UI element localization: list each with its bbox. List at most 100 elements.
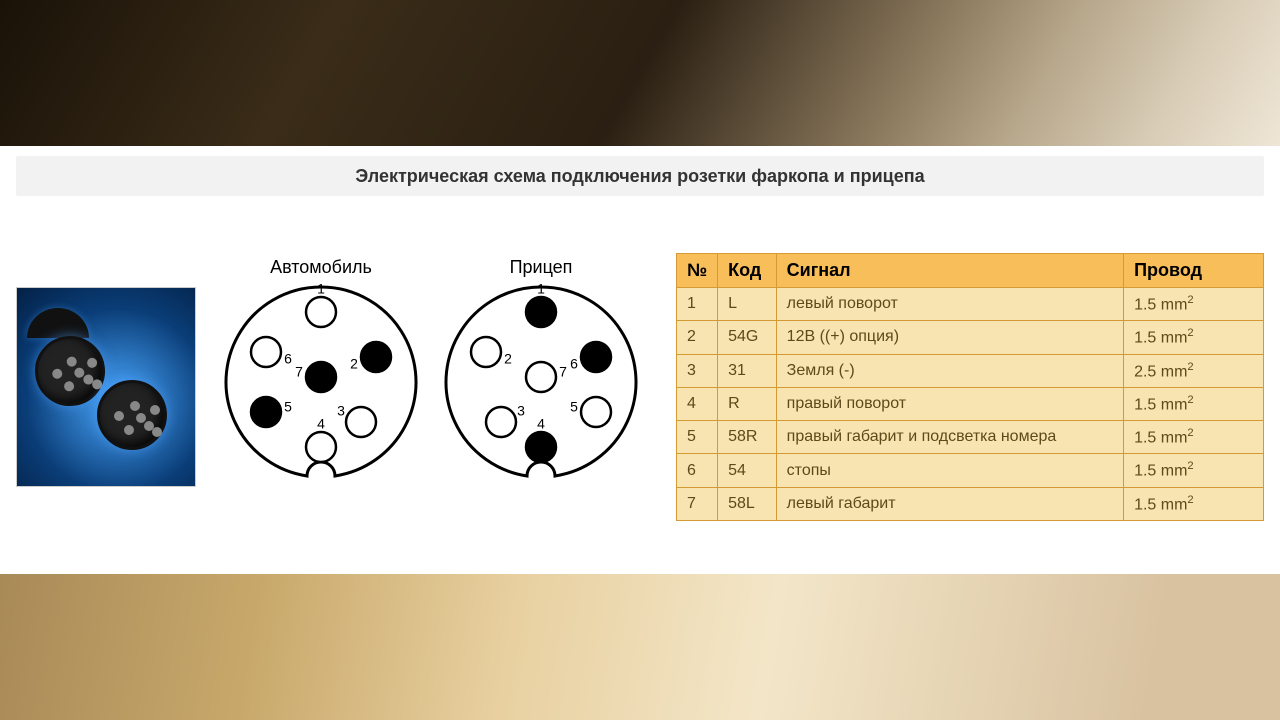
table-cell: 1 [677, 287, 718, 320]
table-cell: 2 [677, 321, 718, 354]
pin-label-2: 2 [350, 356, 358, 372]
photo-pin [114, 411, 124, 421]
table-cell: левый габарит [776, 487, 1123, 520]
background-bottom [0, 574, 1280, 720]
table-cell: левый поворот [776, 287, 1123, 320]
pin-6 [251, 337, 281, 367]
pin-label-7: 7 [295, 364, 303, 380]
wire-area-exponent: 2 [1187, 460, 1193, 472]
pin-label-2: 2 [504, 351, 512, 367]
table-cell: R [718, 387, 777, 420]
table-cell: 54 [718, 454, 777, 487]
pinout-table-wrapper: №КодСигналПровод 1Lлевый поворот1.5 mm22… [676, 253, 1264, 521]
photo-pin [63, 381, 74, 392]
wire-area-exponent: 2 [1187, 427, 1193, 439]
table-row: 758Lлевый габарит1.5 mm2 [677, 487, 1264, 520]
table-header-row: №КодСигналПровод [677, 253, 1264, 287]
pin-label-3: 3 [517, 403, 525, 419]
photo-pin [130, 401, 140, 411]
table-cell: 12В ((+) опция) [776, 321, 1123, 354]
pin-label-6: 6 [284, 351, 292, 367]
panel-title: Электрическая схема подключения розетки … [16, 156, 1264, 196]
table-header-Провод: Провод [1124, 253, 1264, 287]
table-cell: 1.5 mm2 [1124, 287, 1264, 320]
table-cell: 1.5 mm2 [1124, 321, 1264, 354]
background-top [0, 0, 1280, 146]
content-row: Автомобиль 1234567 Прицеп 1234567 №КодСи… [16, 210, 1264, 564]
pin-7 [306, 362, 336, 392]
table-cell: L [718, 287, 777, 320]
photo-pin [86, 357, 97, 368]
table-cell: 6 [677, 454, 718, 487]
photo-plug [97, 380, 167, 450]
table-cell: 31 [718, 354, 777, 387]
table-header-Код: Код [718, 253, 777, 287]
pin-2 [471, 337, 501, 367]
photo-pin [150, 405, 160, 415]
pin-2 [361, 342, 391, 372]
table-cell: стопы [776, 454, 1123, 487]
photo-pin [136, 413, 146, 423]
pin-label-6: 6 [570, 356, 578, 372]
table-row: 4Rправый поворот1.5 mm2 [677, 387, 1264, 420]
diagram-circle-trailer: 1 2 34 5 67 [441, 282, 641, 482]
pin-label-5: 5 [570, 399, 578, 415]
table-cell: 4 [677, 387, 718, 420]
pin-6 [581, 342, 611, 372]
table-cell: 2.5 mm2 [1124, 354, 1264, 387]
table-cell: 58R [718, 421, 777, 454]
pin-label-3: 3 [337, 403, 345, 419]
table-cell: 7 [677, 487, 718, 520]
pin-diagram-car: Автомобиль 1 2 34 5 67 [216, 257, 426, 517]
pin-label-7: 7 [559, 364, 567, 380]
pin-label-1: 1 [537, 282, 545, 297]
table-row: 331Земля (-)2.5 mm2 [677, 354, 1264, 387]
table-cell: 1.5 mm2 [1124, 487, 1264, 520]
connector-photo [16, 287, 196, 487]
pin-4 [306, 432, 336, 462]
pin-label-4: 4 [537, 416, 545, 432]
pin-3 [486, 407, 516, 437]
diagram-label-car: Автомобиль [270, 257, 372, 278]
pin-label-4: 4 [317, 416, 325, 432]
pin-label-1: 1 [317, 282, 325, 297]
table-cell: 54G [718, 321, 777, 354]
table-header-Сигнал: Сигнал [776, 253, 1123, 287]
pin-1 [306, 297, 336, 327]
table-header-№: № [677, 253, 718, 287]
wire-area-exponent: 2 [1187, 494, 1193, 506]
pin-diagram-trailer: Прицеп 1 2 34 5 67 [436, 257, 646, 517]
table-cell: 1.5 mm2 [1124, 454, 1264, 487]
table-cell: 3 [677, 354, 718, 387]
table-row: 558Rправый габарит и подсветка номера1.5… [677, 421, 1264, 454]
pinout-table: №КодСигналПровод 1Lлевый поворот1.5 mm22… [676, 253, 1264, 521]
pin-label-5: 5 [284, 399, 292, 415]
table-cell: правый поворот [776, 387, 1123, 420]
diagram-circle-car: 1 2 34 5 67 [221, 282, 421, 482]
pin-7 [526, 362, 556, 392]
photo-pin [52, 368, 63, 379]
table-cell: 58L [718, 487, 777, 520]
wire-area-exponent: 2 [1187, 327, 1193, 339]
table-row: 1Lлевый поворот1.5 mm2 [677, 287, 1264, 320]
wire-area-exponent: 2 [1187, 294, 1193, 306]
table-cell: 1.5 mm2 [1124, 387, 1264, 420]
main-panel: Электрическая схема подключения розетки … [0, 146, 1280, 574]
table-row: 254G12В ((+) опция)1.5 mm2 [677, 321, 1264, 354]
pin-5 [251, 397, 281, 427]
table-cell: 5 [677, 421, 718, 454]
wire-area-exponent: 2 [1187, 394, 1193, 406]
pin-3 [346, 407, 376, 437]
pin-4 [526, 432, 556, 462]
photo-pin [66, 356, 77, 367]
table-row: 654стопы1.5 mm2 [677, 454, 1264, 487]
table-cell: Земля (-) [776, 354, 1123, 387]
photo-pin [124, 425, 134, 435]
wire-area-exponent: 2 [1187, 361, 1193, 373]
table-cell: правый габарит и подсветка номера [776, 421, 1123, 454]
table-cell: 1.5 mm2 [1124, 421, 1264, 454]
diagram-label-trailer: Прицеп [510, 257, 573, 278]
pin-1 [526, 297, 556, 327]
photo-pin [152, 427, 162, 437]
pin-5 [581, 397, 611, 427]
